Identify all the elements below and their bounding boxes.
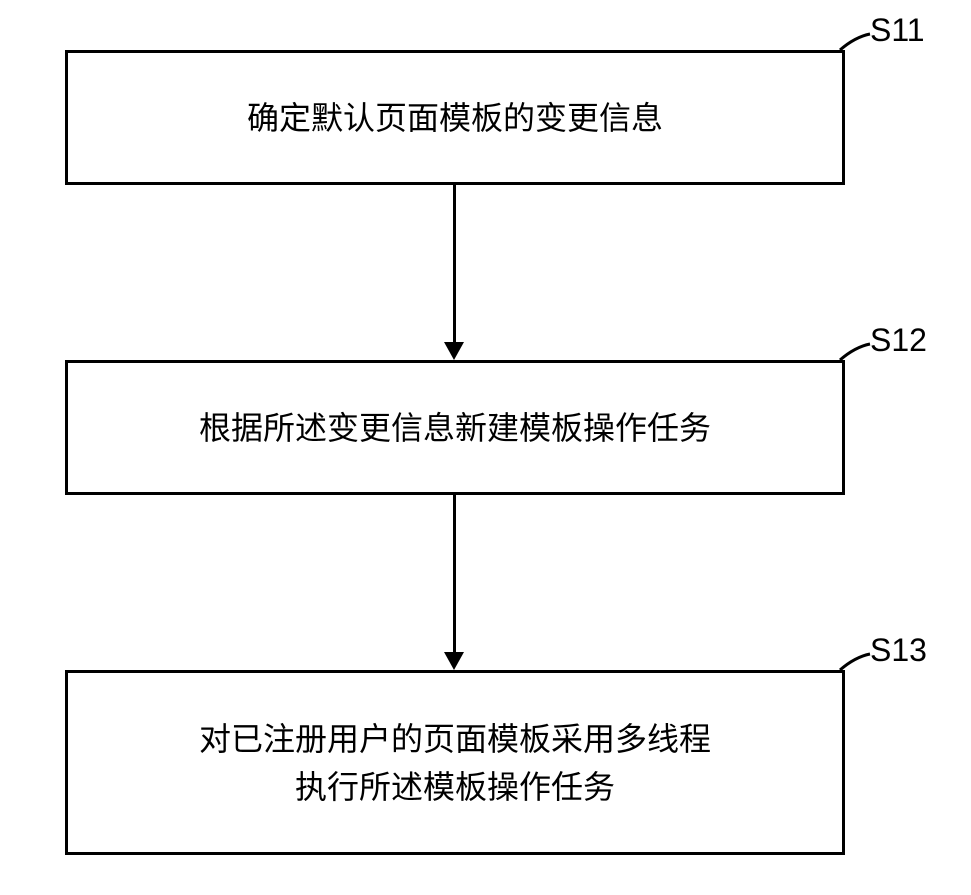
- flowchart-node-s12: 根据所述变更信息新建模板操作任务: [65, 360, 845, 495]
- flowchart-node-s13: 对已注册用户的页面模板采用多线程 执行所述模板操作任务: [65, 670, 845, 855]
- node-text-s12: 根据所述变更信息新建模板操作任务: [189, 394, 721, 462]
- arrow-head-2: [444, 652, 464, 670]
- arrow-line-2: [453, 495, 456, 652]
- label-connector-s11: [830, 32, 880, 62]
- label-connector-s13: [830, 652, 880, 682]
- node-text-s13: 对已注册用户的页面模板采用多线程 执行所述模板操作任务: [189, 705, 721, 821]
- flowchart-node-s11: 确定默认页面模板的变更信息: [65, 50, 845, 185]
- arrow-line-1: [453, 185, 456, 342]
- arrow-head-1: [444, 342, 464, 360]
- label-connector-s12: [830, 342, 880, 372]
- node-text-s11: 确定默认页面模板的变更信息: [237, 84, 673, 152]
